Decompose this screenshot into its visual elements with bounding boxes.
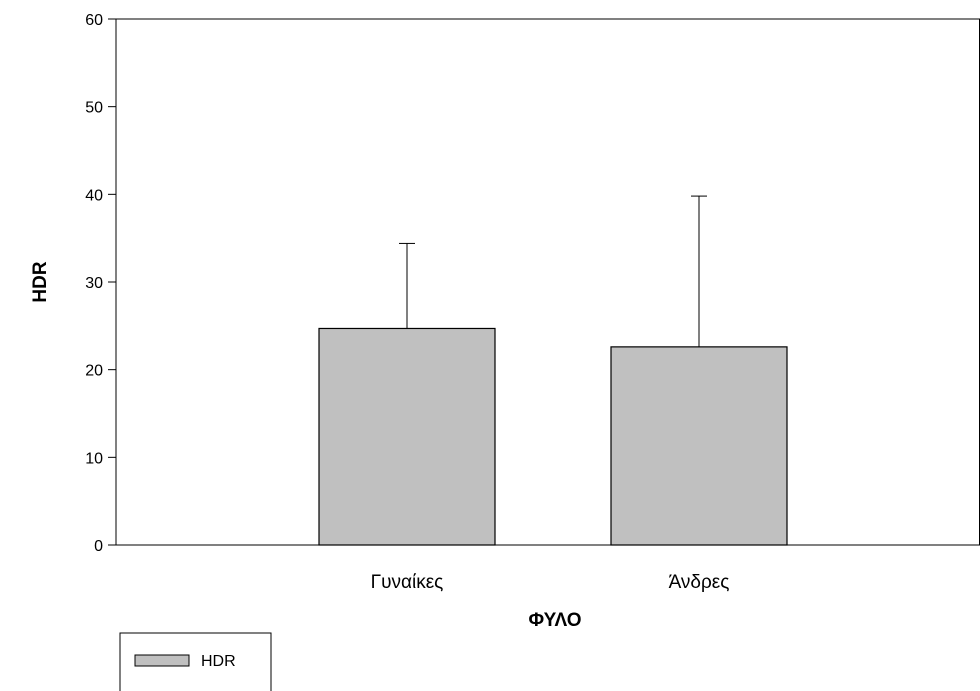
legend: HDR <box>119 632 272 691</box>
legend-swatch <box>134 654 190 667</box>
x-tick-label: Άνδρες <box>669 572 730 593</box>
y-tick-label: 60 <box>85 12 103 29</box>
y-axis: 0 10 20 30 40 50 60 <box>85 12 980 555</box>
x-tick-label: Γυναίκες <box>371 572 444 593</box>
x-axis-title: ΦΥΛΟ <box>529 610 582 631</box>
legend-label: HDR <box>201 653 236 670</box>
bar <box>610 346 788 546</box>
y-tick-label: 40 <box>85 187 103 204</box>
y-tick-label: 0 <box>94 538 103 555</box>
y-axis-title: HDR <box>30 261 51 302</box>
x-axis: Γυναίκες Άνδρες <box>116 544 980 593</box>
y-tick-label: 50 <box>85 100 103 117</box>
y-tick-label: 10 <box>85 450 103 467</box>
y-tick-label: 20 <box>85 363 103 380</box>
y-tick-label: 30 <box>85 275 103 292</box>
bars <box>318 195 788 546</box>
bar <box>318 327 496 546</box>
